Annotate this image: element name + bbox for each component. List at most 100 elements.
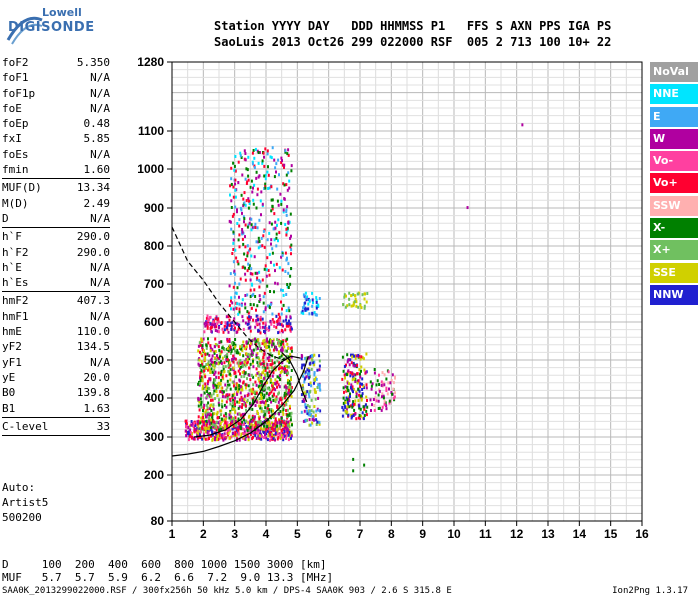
echo-point [287, 153, 290, 157]
echo-point [260, 400, 263, 404]
echo-point [290, 248, 293, 252]
echo-point [253, 419, 256, 423]
echo-point [260, 373, 263, 377]
x-tick-label: 7 [357, 527, 364, 541]
echo-point [228, 361, 231, 365]
echo-point [267, 426, 270, 430]
echo-point [266, 340, 269, 344]
echo-point [242, 363, 244, 367]
echo-point [280, 156, 283, 160]
echo-point [228, 428, 231, 431]
echo-point [229, 402, 232, 406]
echo-point [270, 409, 273, 413]
chart-grid [171, 61, 643, 522]
echo-point [264, 400, 267, 403]
echo-point [269, 303, 272, 306]
echo-point [249, 295, 252, 298]
echo-point [306, 368, 309, 372]
echo-point [253, 255, 256, 259]
echo-point [248, 414, 251, 418]
echo-point [226, 379, 229, 383]
echo-point [209, 344, 212, 348]
echo-point [263, 401, 266, 405]
echo-point [236, 349, 239, 353]
echo-point [235, 429, 238, 433]
echo-point [375, 399, 378, 403]
echo-point [375, 383, 378, 387]
echo-point [283, 183, 286, 187]
echo-point [278, 317, 281, 321]
echo-point [273, 175, 276, 179]
param-name: yF2 [2, 340, 22, 354]
echo-point [278, 404, 281, 408]
echo-point [259, 420, 262, 424]
echo-point [270, 436, 273, 440]
echo-point [271, 198, 274, 202]
echo-point [259, 362, 262, 366]
echo-point [259, 331, 262, 335]
echo-point [266, 337, 268, 341]
echo-point [521, 123, 524, 127]
echo-point [241, 211, 243, 215]
echo-point [259, 359, 262, 363]
echo-point [271, 426, 274, 430]
echo-point [285, 386, 288, 390]
echo-point [263, 395, 265, 399]
echo-point [363, 414, 366, 417]
echo-point [350, 404, 353, 408]
echo-point [238, 282, 241, 286]
echo-point [276, 199, 279, 203]
echo-point [271, 204, 274, 208]
echo-point [360, 398, 363, 402]
echo-point [315, 409, 318, 413]
echo-point [247, 249, 250, 253]
echo-point [309, 354, 312, 358]
echo-point [218, 357, 221, 360]
echo-point [236, 400, 239, 404]
echo-point [196, 437, 199, 441]
y-tick-label: 1000 [137, 162, 164, 176]
echo-point [228, 340, 231, 343]
echo-point [290, 267, 293, 270]
echo-point [220, 403, 223, 406]
echo-point [197, 349, 200, 353]
echo-point [199, 371, 202, 374]
echo-point [239, 385, 242, 389]
echo-point [304, 418, 307, 422]
echo-point [381, 395, 383, 399]
echo-point [257, 236, 260, 240]
echo-point [215, 361, 218, 365]
echo-point [277, 203, 280, 207]
echo-point [224, 321, 227, 325]
echo-point [290, 378, 292, 382]
echo-point [279, 410, 282, 413]
echo-point [204, 382, 207, 386]
echo-point [238, 384, 241, 388]
echo-point [256, 371, 259, 375]
echo-point [227, 364, 230, 368]
echo-point [289, 274, 292, 278]
echo-point [290, 355, 293, 359]
echo-point [271, 374, 274, 378]
echo-point [265, 436, 268, 440]
echo-point [210, 413, 213, 417]
echo-point [216, 437, 218, 441]
echo-point [285, 322, 288, 326]
echo-point [232, 398, 235, 402]
echo-point [391, 392, 394, 396]
echo-point [282, 339, 285, 343]
echo-point [351, 372, 354, 376]
echo-point [254, 395, 257, 399]
echo-point [276, 432, 279, 436]
param-row: C-level 33 [2, 419, 110, 434]
echo-point [203, 330, 206, 334]
echo-point [280, 161, 283, 164]
echo-point [249, 303, 252, 306]
echo-point [314, 390, 317, 394]
echo-point [318, 364, 321, 368]
echo-point [261, 159, 264, 163]
echo-point [255, 308, 257, 312]
echo-point [272, 428, 275, 432]
echo-point [267, 411, 270, 415]
echo-point [232, 248, 235, 251]
